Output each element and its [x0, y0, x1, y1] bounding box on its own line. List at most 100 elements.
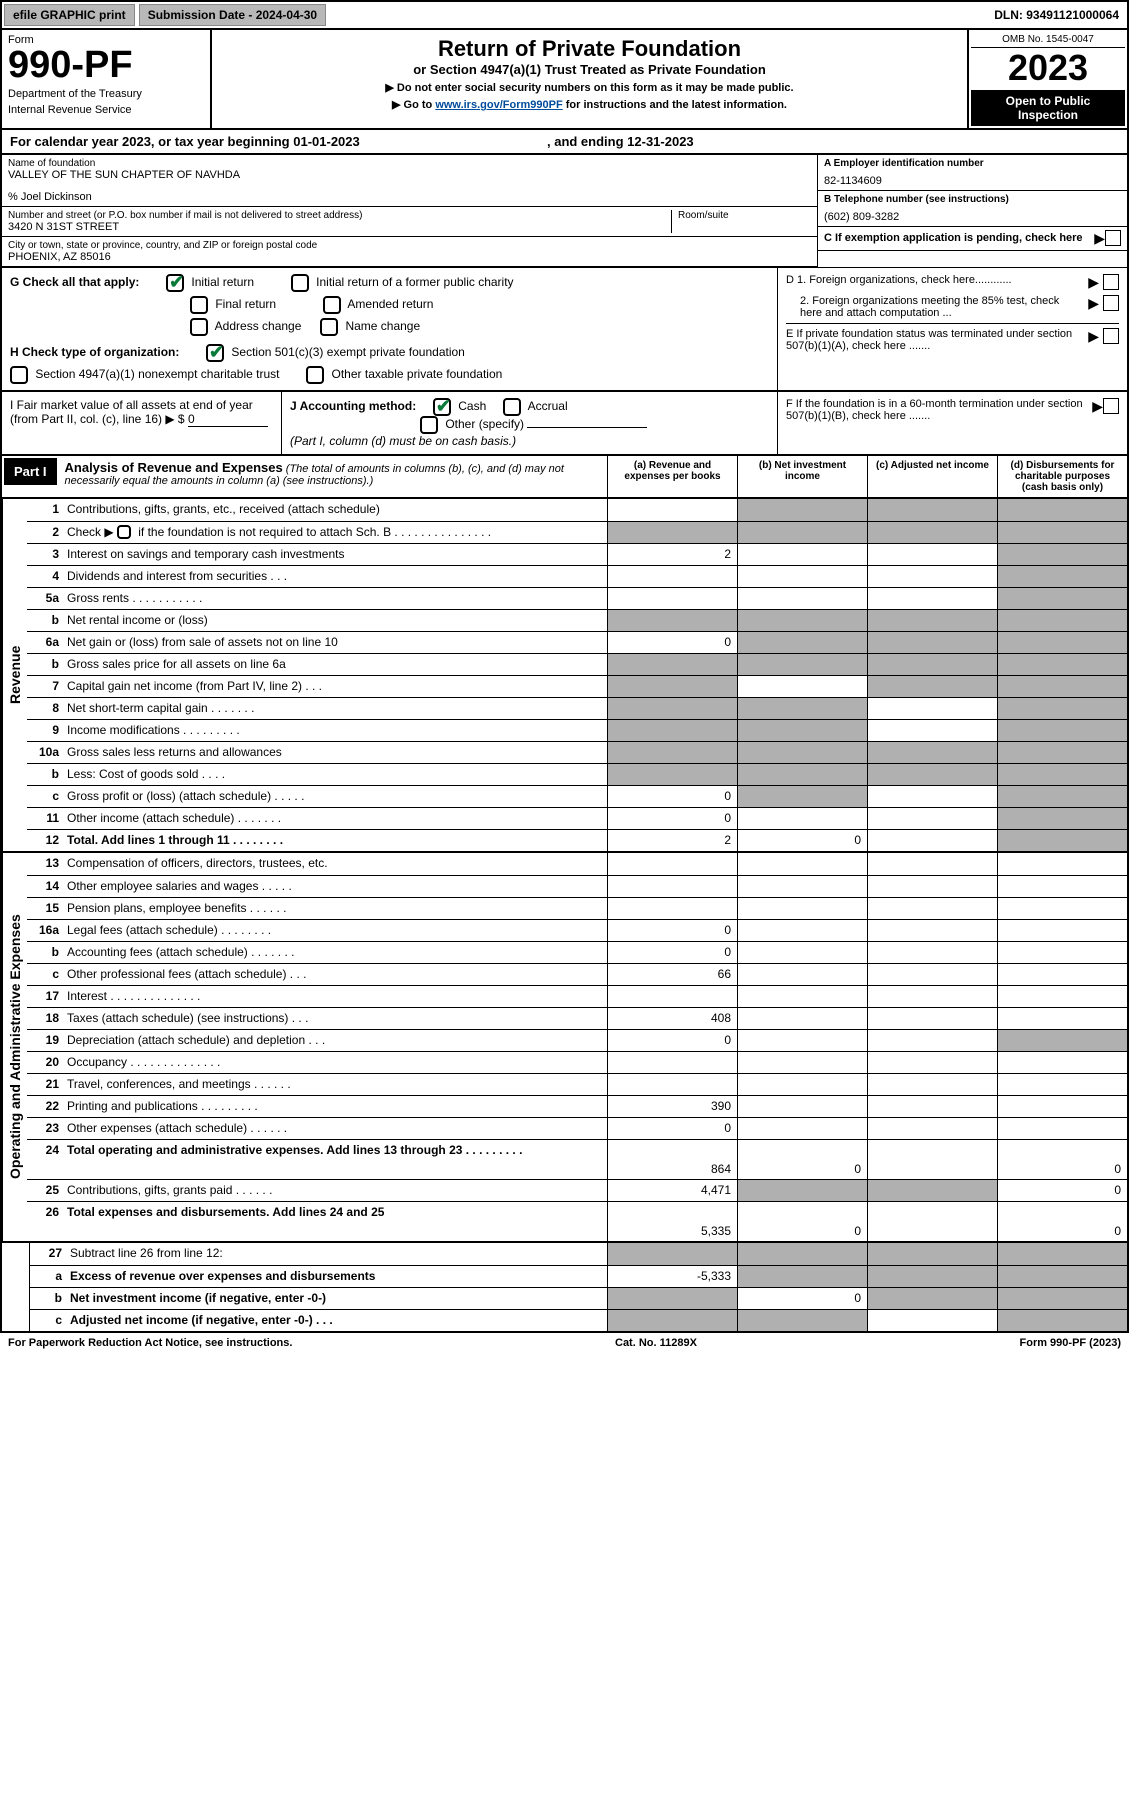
col-c-head: (c) Adjusted net income — [867, 456, 997, 497]
cell-d — [997, 1288, 1127, 1309]
row-num: 12 — [27, 830, 63, 851]
table-row: 10a Gross sales less returns and allowan… — [27, 741, 1127, 763]
section-g-d: G Check all that apply: Initial return I… — [0, 267, 1129, 392]
table-row: 3 Interest on savings and temporary cash… — [27, 543, 1127, 565]
cash-label: Cash — [458, 399, 486, 413]
form-number: 990-PF — [8, 46, 204, 84]
other-taxable-checkbox[interactable] — [306, 366, 324, 384]
row-num: 18 — [27, 1008, 63, 1029]
cell-c — [867, 544, 997, 565]
r2-post: if the foundation is not required to att… — [135, 525, 491, 539]
table-row: 27 Subtract line 26 from line 12: — [30, 1243, 1127, 1265]
cell-c — [867, 1074, 997, 1095]
irs-link[interactable]: www.irs.gov/Form990PF — [435, 99, 562, 111]
cell-d — [997, 522, 1127, 543]
table-row: 22 Printing and publications . . . . . .… — [27, 1095, 1127, 1117]
table-row: 4 Dividends and interest from securities… — [27, 565, 1127, 587]
part1-header: Part I Analysis of Revenue and Expenses … — [0, 456, 1129, 499]
arrow-icon: ▶ — [1088, 274, 1099, 291]
row-num: c — [27, 964, 63, 985]
d1-checkbox[interactable] — [1103, 274, 1119, 290]
cell-d — [997, 632, 1127, 653]
initial-former-checkbox[interactable] — [291, 274, 309, 292]
col-c-label: (c) Adjusted net income — [876, 460, 989, 471]
row-desc: Other income (attach schedule) . . . . .… — [63, 808, 607, 829]
ein-cell: A Employer identification number 82-1134… — [818, 155, 1127, 191]
cell-c — [867, 1310, 997, 1331]
f-checkbox[interactable] — [1103, 398, 1119, 414]
cell-c — [867, 742, 997, 763]
cell-c — [867, 830, 997, 851]
tax-year: 2023 — [971, 48, 1125, 88]
phone-label: B Telephone number (see instructions) — [824, 194, 1121, 205]
cell-c — [867, 698, 997, 719]
accrual-checkbox[interactable] — [503, 398, 521, 416]
cell-d — [997, 1096, 1127, 1117]
cell-b — [737, 1180, 867, 1201]
spacer — [2, 1243, 30, 1331]
dept-treasury: Department of the Treasury — [8, 88, 204, 100]
schb-checkbox[interactable] — [117, 525, 131, 539]
row-num: 19 — [27, 1030, 63, 1051]
cell-a — [607, 588, 737, 609]
name-change-checkbox[interactable] — [320, 318, 338, 336]
cell-a — [607, 676, 737, 697]
cell-d — [997, 920, 1127, 941]
ein-label: A Employer identification number — [824, 158, 1121, 169]
cell-b — [737, 522, 867, 543]
cell-b — [737, 588, 867, 609]
cell-c — [867, 720, 997, 741]
d2-checkbox[interactable] — [1103, 295, 1119, 311]
top-bar: efile GRAPHIC print Submission Date - 20… — [0, 0, 1129, 30]
cell-d — [997, 698, 1127, 719]
row-desc: Interest . . . . . . . . . . . . . . — [63, 986, 607, 1007]
instr-no-ssn: ▶ Do not enter social security numbers o… — [218, 81, 961, 94]
table-row: 24 Total operating and administrative ex… — [27, 1139, 1127, 1179]
row-num: b — [27, 610, 63, 631]
cell-c — [867, 964, 997, 985]
other-method-checkbox[interactable] — [420, 416, 438, 434]
cell-a: 2 — [607, 544, 737, 565]
amended-checkbox[interactable] — [323, 296, 341, 314]
cal-year-mid: , and ending — [547, 134, 627, 149]
instr-goto: ▶ Go to www.irs.gov/Form990PF for instru… — [218, 98, 961, 111]
addr-label: Number and street (or P.O. box number if… — [8, 210, 671, 221]
address-change-checkbox[interactable] — [190, 318, 208, 336]
address-change-label: Address change — [215, 319, 302, 333]
final-return-checkbox[interactable] — [190, 296, 208, 314]
cell-b — [737, 1266, 867, 1287]
row-desc: Net gain or (loss) from sale of assets n… — [63, 632, 607, 653]
other-taxable-label: Other taxable private foundation — [332, 367, 503, 381]
open-line1: Open to Public — [973, 94, 1123, 108]
cell-b — [737, 742, 867, 763]
row-desc: Compensation of officers, directors, tru… — [63, 853, 607, 875]
cell-c — [867, 764, 997, 785]
cell-c — [867, 522, 997, 543]
initial-return-checkbox[interactable] — [166, 274, 184, 292]
ein-value: 82-1134609 — [824, 175, 1121, 187]
exemption-checkbox[interactable] — [1105, 230, 1121, 246]
e-checkbox[interactable] — [1103, 328, 1119, 344]
row-desc: Gross sales price for all assets on line… — [63, 654, 607, 675]
row-num: 25 — [27, 1180, 63, 1201]
revenue-table: Revenue 1 Contributions, gifts, grants, … — [0, 499, 1129, 853]
row-num: 6a — [27, 632, 63, 653]
cash-checkbox[interactable] — [433, 398, 451, 416]
cell-c — [867, 566, 997, 587]
efile-print-button[interactable]: efile GRAPHIC print — [4, 4, 135, 26]
cell-a: 0 — [607, 808, 737, 829]
initial-return-label: Initial return — [191, 275, 254, 289]
cell-b — [737, 1074, 867, 1095]
cell-b — [737, 1052, 867, 1073]
s4947-checkbox[interactable] — [10, 366, 28, 384]
cell-b — [737, 876, 867, 897]
cell-b: 0 — [737, 1288, 867, 1309]
cell-a — [607, 986, 737, 1007]
cell-b — [737, 566, 867, 587]
cell-d — [997, 853, 1127, 875]
row-num: b — [27, 764, 63, 785]
name-value: VALLEY OF THE SUN CHAPTER OF NAVHDA — [8, 169, 811, 181]
table-row: 20 Occupancy . . . . . . . . . . . . . . — [27, 1051, 1127, 1073]
s501-checkbox[interactable] — [206, 344, 224, 362]
table-row: 6a Net gain or (loss) from sale of asset… — [27, 631, 1127, 653]
